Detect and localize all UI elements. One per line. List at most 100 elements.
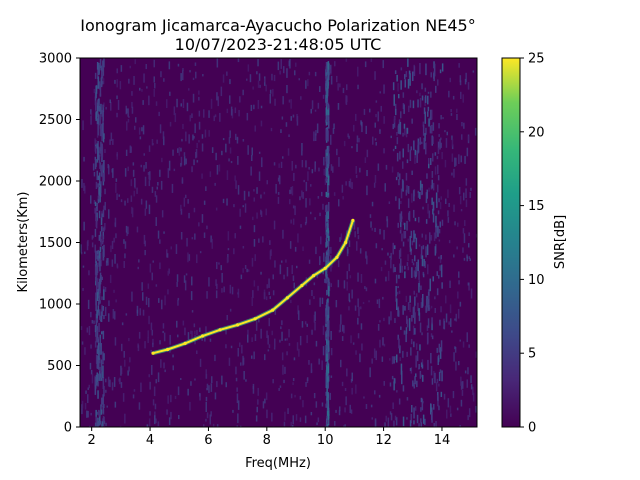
noise-cell [124,359,126,367]
noise-cell [466,332,468,343]
noise-cell [374,227,376,232]
noise-cell [450,113,453,116]
noise-cell [176,274,179,282]
noise-band-cell [426,299,428,312]
noise-cell [357,227,359,235]
noise-band-cell [421,95,424,101]
noise-cell [120,199,123,203]
noise-cell [450,109,452,113]
noise-band-cell [97,373,100,381]
noise-band-cell [99,147,101,154]
noise-cell [162,131,165,139]
noise-cell [148,418,151,427]
noise-cell [406,319,409,328]
noise-band-cell [99,414,101,426]
noise-cell [390,413,393,421]
noise-band-cell [101,125,103,130]
noise-cell [292,114,295,118]
noise-cell [229,130,231,138]
noise-cell [281,331,283,341]
echo-trace-point [183,341,187,345]
noise-cell [286,338,288,341]
noise-band-cell [327,417,330,426]
noise-cell [114,217,117,228]
noise-cell [415,343,418,350]
noise-cell [213,115,215,122]
noise-cell [229,95,231,104]
echo-trace-point [166,347,170,352]
noise-cell [454,221,456,226]
noise-cell [468,232,470,236]
noise-band-cell [100,359,103,372]
noise-band-cell [325,158,328,168]
noise-cell [154,403,157,410]
noise-cell [348,263,350,272]
noise-band-cell [437,395,439,402]
noise-cell [332,128,335,134]
noise-band-cell [421,399,424,411]
noise-cell [251,257,254,267]
noise-cell [247,64,250,72]
noise-cell [128,366,130,372]
noise-cell [395,274,398,284]
noise-band-cell [412,380,414,387]
noise-cell [167,395,169,404]
noise-cell [342,196,344,200]
noise-cell [253,280,256,287]
noise-cell [366,255,368,265]
noise-cell [411,193,413,203]
noise-cell [450,413,452,417]
noise-band-cell [102,123,104,132]
noise-cell [294,246,297,252]
noise-cell [316,123,319,134]
x-axis: 2 4 6 8 10 12 14 [88,427,450,448]
noise-cell [301,321,304,328]
noise-cell [460,376,462,386]
noise-cell [104,287,107,292]
noise-band-cell [416,351,419,362]
noise-cell [160,359,162,368]
noise-cell [190,381,192,386]
noise-cell [427,91,430,94]
noise-cell [195,152,197,159]
noise-cell [209,338,212,342]
noise-cell [203,232,206,238]
noise-cell [399,248,402,257]
noise-cell [236,387,238,392]
noise-band-cell [434,152,437,156]
noise-band-cell [98,358,100,370]
noise-cell [110,101,112,111]
noise-band-cell [95,374,98,381]
noise-cell [168,417,171,425]
noise-cell [453,254,455,258]
noise-band-cell [325,100,328,107]
noise-cell [257,285,259,291]
noise-cell [147,330,149,338]
noise-cell [90,115,92,125]
noise-band-cell [327,324,330,329]
noise-cell [375,243,378,249]
noise-cell [146,424,149,427]
noise-cell [161,299,163,310]
noise-band-cell [426,189,428,199]
noise-cell [196,254,198,264]
noise-band-cell [94,159,97,170]
noise-cell [268,318,270,327]
noise-band-cell [394,70,397,74]
noise-cell [164,369,166,373]
noise-cell [355,350,357,355]
noise-cell [380,105,382,112]
noise-cell [377,111,379,122]
noise-band-cell [96,411,98,415]
noise-cell [90,369,93,375]
noise-cell [154,191,157,197]
noise-band-cell [102,405,104,414]
noise-cell [322,94,325,99]
noise-cell [289,189,291,195]
noise-band-cell [414,255,416,262]
noise-band-cell [96,212,98,222]
noise-cell [298,310,300,320]
noise-cell [191,166,193,173]
noise-band-cell [98,154,101,164]
